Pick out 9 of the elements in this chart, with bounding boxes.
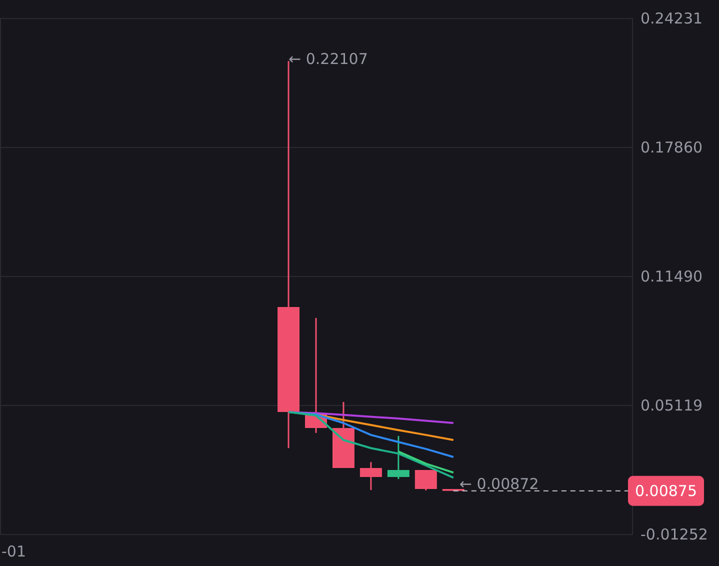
x-tick-label: -01: [1, 542, 26, 560]
y-tick-label: 0.05119: [640, 396, 703, 414]
y-tick-label: 0.17860: [640, 138, 703, 157]
ref-line-label: 0.00875: [634, 482, 698, 500]
annotation: ← 0.00872: [459, 474, 539, 493]
y-tick-label: 0.24231: [640, 10, 703, 28]
annotation: ← 0.22107: [288, 50, 368, 68]
y-tick-label: -0.01252: [640, 526, 708, 544]
y-tick-label: 0.11490: [640, 267, 703, 286]
